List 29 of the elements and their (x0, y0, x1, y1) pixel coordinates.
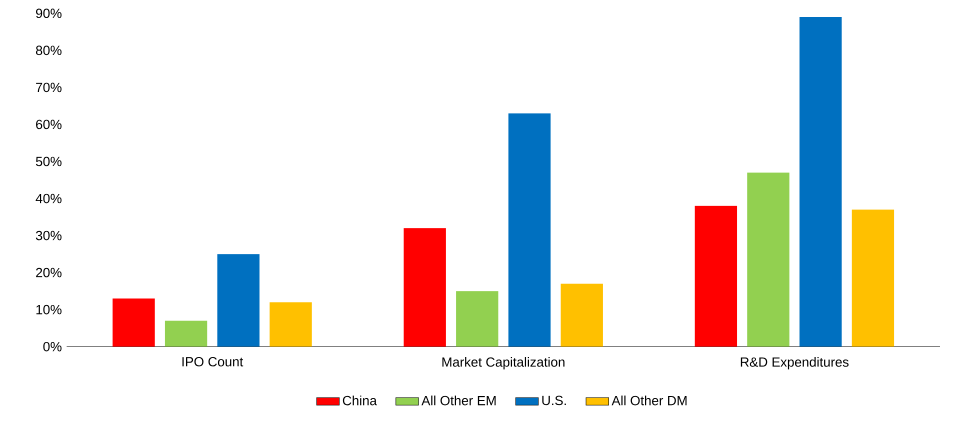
bar (747, 172, 790, 347)
x-tick-label: R&D Expenditures (740, 357, 849, 370)
y-tick-label: 10% (36, 305, 62, 314)
legend-label: All Other DM (612, 396, 687, 406)
y-tick-label: 90% (36, 8, 62, 18)
y-tick-label: 30% (36, 231, 62, 240)
y-tick-label: 0% (43, 342, 62, 352)
bar (404, 228, 446, 347)
bar (560, 284, 603, 347)
bar (456, 291, 498, 347)
y-tick-label: 40% (36, 194, 62, 204)
y-tick-label: 60% (36, 120, 62, 130)
x-tick-label: IPO Count (182, 357, 244, 367)
bar (508, 114, 551, 347)
legend-label: U.S. (542, 396, 566, 406)
y-tick-label: 50% (36, 156, 62, 166)
bar (852, 210, 894, 347)
bar (270, 302, 312, 347)
bar (217, 254, 260, 347)
legend-label: China (342, 396, 377, 406)
bar (164, 320, 208, 347)
bar (112, 298, 155, 347)
y-tick-label: 20% (36, 268, 62, 278)
legend-label: All Other EM (421, 396, 496, 406)
y-tick-label: 70% (36, 82, 62, 92)
y-tick-label: 80% (36, 46, 62, 56)
bar (800, 17, 842, 347)
x-tick-label: Market Capitalization (442, 357, 564, 370)
bar (694, 206, 738, 347)
